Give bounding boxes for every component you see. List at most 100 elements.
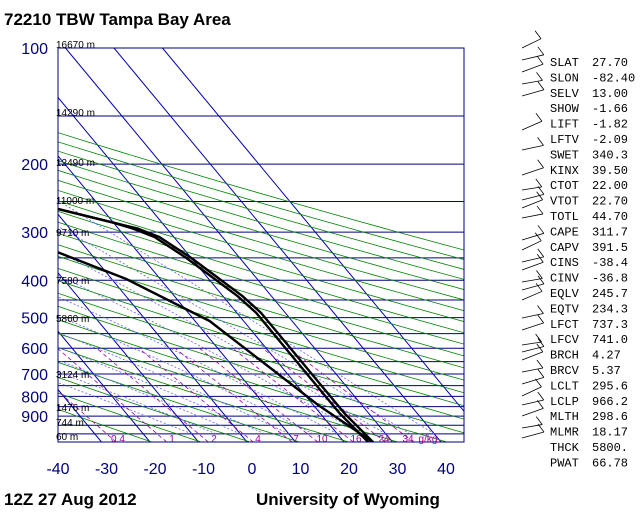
index-value: 340.3: [592, 148, 628, 162]
index-value: -82.40: [592, 71, 635, 85]
wind-barb: [521, 367, 543, 373]
mixing-ratio-label: 16: [350, 434, 362, 445]
index-value: 741.0: [592, 333, 628, 347]
index-value: 66.78: [592, 456, 628, 470]
wind-barb: [521, 386, 542, 397]
dry-adiabat-line: [58, 221, 464, 345]
wind-barb-flag: [537, 338, 545, 347]
pressure-tick-label: 400: [21, 273, 48, 290]
wind-barb-flag: [535, 333, 542, 343]
wind-barb-flag: [537, 275, 545, 285]
height-label: 9710 m: [56, 228, 89, 239]
index-value: 44.70: [592, 210, 628, 224]
mixing-ratio-line: [96, 347, 209, 442]
wind-barb: [521, 63, 544, 73]
wind-barb-flag: [537, 314, 544, 324]
pressure-tick-label: 800: [21, 389, 48, 406]
wind-barb: [521, 351, 543, 361]
wind-barb: [521, 144, 544, 151]
wind-barb: [521, 408, 544, 417]
index-value: 39.50: [592, 164, 628, 178]
dry-adiabat-line: [58, 244, 464, 369]
mixing-ratio-grid: [58, 347, 415, 442]
height-labels: 16670 m 14290 m 12490 m 11000 m 9710 m 7580 m…: [56, 40, 95, 443]
index-value: 5.37: [592, 364, 621, 378]
dry-adiabat-line: [58, 377, 251, 442]
index-name: LCLP: [550, 395, 579, 409]
wind-barb: [521, 256, 544, 263]
index-value: 311.7: [592, 225, 628, 239]
index-value: 22.70: [592, 195, 628, 209]
height-label: 1476 m: [56, 403, 89, 414]
index-value: -2.09: [592, 133, 628, 147]
isotherm-line: [58, 330, 151, 442]
index-name: CINV: [550, 272, 580, 286]
index-name: LIFT: [550, 118, 579, 132]
dry-adiabat-line: [58, 232, 464, 357]
index-value: 234.3: [592, 302, 628, 316]
mixing-ratio-label: 10: [316, 434, 328, 445]
height-label: 14290 m: [56, 108, 95, 119]
index-name: VTOT: [550, 195, 579, 209]
wind-barb: [521, 240, 542, 251]
wind-barb: [521, 38, 542, 49]
pressure-tick-label: 500: [21, 311, 48, 328]
index-name: MLMR: [550, 426, 579, 440]
isotherm-line: [113, 48, 442, 442]
dry-adiabat-grid: [58, 132, 464, 442]
wind-barb-flag: [536, 343, 544, 353]
wind-barb: [521, 89, 545, 97]
height-label: 3124 m: [56, 370, 89, 381]
dry-adiabat-line: [58, 292, 464, 420]
wind-barb: [521, 313, 544, 319]
wind-barb: [521, 290, 543, 301]
index-value: -1.82: [592, 118, 628, 132]
temperature-labels: -40 -30 -20 -10 0 10 20 30 40: [46, 461, 455, 478]
height-label: 5860 m: [56, 314, 89, 325]
moist-adiabat-line: [58, 371, 217, 435]
dewpoint-profile: [58, 207, 370, 442]
wind-barb-flag: [537, 391, 545, 401]
wind-barb: [521, 54, 544, 61]
mixing-ratio-label: 4: [255, 434, 261, 445]
wind-barb-flag: [536, 205, 544, 215]
index-name: TOTL: [550, 210, 579, 224]
index-name: CAPV: [550, 241, 580, 255]
index-name: SWET: [550, 148, 579, 162]
stability-indices: SLAT 27.70 SLON -82.40 SELV 13.00 SHOW -1.66 LIF…: [550, 56, 635, 470]
index-value: 966.2: [592, 395, 628, 409]
credit-label: University of Wyoming: [256, 490, 440, 509]
height-label: 744 m: [56, 418, 84, 429]
wind-barb: [521, 120, 543, 131]
mixing-ratio-label: 0.4: [111, 434, 125, 445]
wind-barb: [521, 322, 544, 331]
dry-adiabat-line: [58, 160, 464, 280]
mixing-ratio-line: [262, 347, 386, 442]
pressure-tick-label: 600: [21, 341, 48, 358]
index-name: LFCV: [550, 333, 580, 347]
temperature-tick-label: 10: [292, 461, 310, 478]
index-name: LFCT: [550, 318, 579, 332]
moist-adiabat-line: [58, 296, 338, 435]
wind-barb-flag: [537, 305, 544, 314]
wind-barb-flag: [537, 248, 545, 258]
isotherm-line: [58, 155, 296, 442]
dry-adiabat-line: [58, 305, 464, 434]
temperature-tick-label: -30: [95, 461, 118, 478]
temperature-tick-label: -10: [192, 461, 215, 478]
wind-barb-flag: [537, 81, 545, 91]
wind-barb-flag: [537, 159, 544, 168]
moist-adiabat-line: [58, 225, 411, 435]
moist-adiabat-line: [58, 315, 314, 435]
plot-frame: [57, 47, 465, 443]
index-name: BRCV: [550, 364, 580, 378]
wind-barb: [521, 346, 545, 353]
wind-barb-flag: [536, 254, 544, 263]
pressure-tick-label: 700: [21, 367, 48, 384]
isobar-grid: [58, 48, 464, 435]
mixing-ratio-label: 7: [293, 434, 299, 445]
wind-barb: [521, 431, 545, 439]
isotherm-line: [65, 48, 393, 442]
wind-barb-flag: [535, 416, 543, 425]
